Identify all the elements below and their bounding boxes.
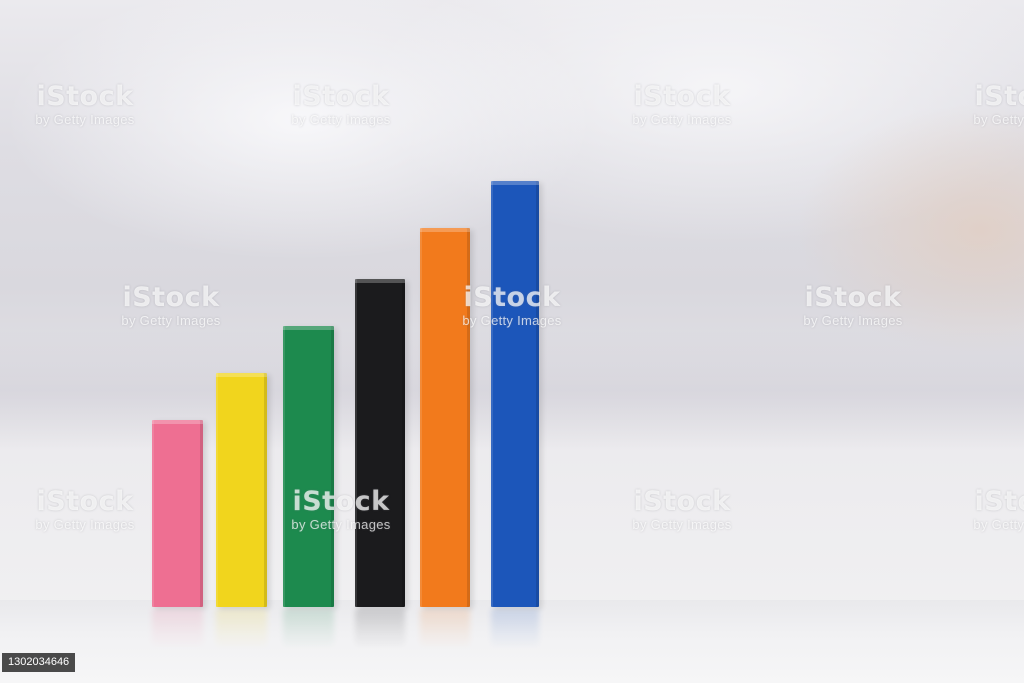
watermark-credit: by Getty Images [291,517,391,532]
watermark-credit: by Getty Images [35,517,135,532]
watermark: iStock by Getty Images [0,81,170,128]
yellow-block [216,373,267,607]
watermark: iStock by Getty Images [938,486,1024,533]
watermark-credit: by Getty Images [973,112,1024,127]
watermark: iStock by Getty Images [0,486,170,533]
watermark: iStock by Getty Images [597,486,767,533]
watermark: iStock by Getty Images [768,282,938,329]
pink-block [152,420,203,607]
watermark-credit: by Getty Images [35,112,135,127]
watermark-credit: by Getty Images [121,313,221,328]
watermark-logo: iStock [804,282,902,313]
block-reflection [355,609,405,649]
green-block [283,326,334,607]
black-block [355,279,405,607]
watermark-logo: iStock [292,81,390,112]
block-reflection [420,609,470,649]
watermark-logo: iStock [633,486,731,517]
block-reflection [216,609,267,649]
watermark: iStock by Getty Images [938,81,1024,128]
watermark-credit: by Getty Images [973,517,1024,532]
watermark: iStock by Getty Images [256,81,426,128]
watermark-logo: iStock [974,81,1024,112]
photo-id-label: 1302034646 [2,653,76,672]
block-reflection [491,609,539,649]
watermark-credit: by Getty Images [632,112,732,127]
watermark-logo: iStock [633,81,731,112]
watermark-logo: iStock [36,486,134,517]
watermark-credit: by Getty Images [462,313,562,328]
watermark-logo: iStock [36,81,134,112]
watermark: iStock by Getty Images [597,81,767,128]
orange-block [420,228,470,607]
block-reflection [283,609,334,649]
watermark-credit: by Getty Images [291,112,391,127]
watermark: iStock by Getty Images [86,282,256,329]
watermark-logo: iStock [974,486,1024,517]
watermark-logo: iStock [463,282,561,313]
watermark-logo: iStock [122,282,220,313]
watermark-credit: by Getty Images [632,517,732,532]
blue-block [491,181,539,607]
watermark-credit: by Getty Images [803,313,903,328]
watermark: iStock by Getty Images [427,282,597,329]
block-reflection [152,609,203,649]
table-surface [0,600,1024,683]
watermark-logo: iStock [292,486,390,517]
watermark: iStock by Getty Images [256,486,426,533]
